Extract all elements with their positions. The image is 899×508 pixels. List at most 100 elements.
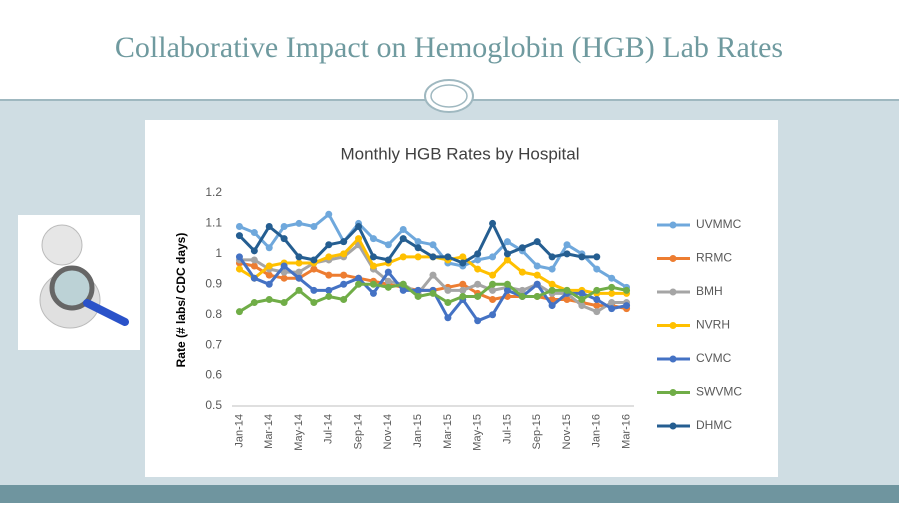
legend-marker (669, 288, 677, 296)
y-tick-label: 0.6 (205, 368, 222, 382)
data-point (355, 280, 363, 288)
x-tick-label: May-14 (293, 414, 305, 451)
legend-label: DHMC (696, 418, 732, 432)
data-point (429, 271, 437, 279)
data-point (459, 286, 467, 294)
data-point (533, 238, 541, 246)
y-tick-label: 0.7 (205, 337, 222, 351)
data-point (369, 235, 377, 243)
data-point (563, 241, 571, 249)
data-point (340, 280, 348, 288)
data-point (474, 265, 482, 273)
data-point (369, 280, 377, 288)
data-point (280, 274, 288, 282)
data-point (384, 256, 392, 264)
data-point (310, 265, 318, 273)
legend-label: NVRH (696, 318, 730, 332)
legend-label: CVMC (696, 351, 732, 365)
data-point (265, 280, 273, 288)
data-point (295, 259, 303, 267)
data-point (474, 317, 482, 325)
legend-marker (669, 322, 677, 329)
magnifier (49, 265, 95, 311)
data-point (518, 292, 526, 300)
data-point (444, 286, 452, 294)
y-tick-label: 1.2 (205, 185, 222, 199)
data-point (355, 235, 363, 243)
data-point (265, 222, 273, 230)
data-point (295, 274, 303, 282)
data-point (503, 256, 511, 264)
data-point (265, 262, 273, 270)
data-point (489, 311, 497, 319)
x-tick-label: Jan-16 (591, 414, 603, 448)
data-point (399, 226, 407, 234)
data-point (310, 286, 318, 294)
data-point (489, 280, 497, 288)
data-point (623, 286, 631, 294)
x-tick-label: Mar-16 (620, 414, 632, 449)
data-point (593, 253, 601, 261)
data-point (474, 256, 482, 264)
data-point (518, 286, 526, 294)
data-point (384, 241, 392, 249)
data-point (280, 262, 288, 270)
data-point (489, 286, 497, 294)
data-point (325, 253, 333, 261)
data-point (533, 271, 541, 279)
data-point (608, 289, 616, 297)
x-tick-label: May-15 (472, 414, 484, 451)
data-point (325, 286, 333, 294)
data-point (474, 250, 482, 258)
data-point (518, 244, 526, 252)
data-point (548, 253, 556, 261)
data-point (429, 253, 437, 261)
data-point (459, 292, 467, 300)
x-tick-label: Sep-14 (352, 414, 364, 449)
x-tick-label: Jan-14 (233, 414, 245, 448)
data-point (533, 262, 541, 270)
data-point (459, 253, 467, 261)
data-point (414, 292, 422, 300)
data-point (235, 308, 243, 316)
data-point (474, 280, 482, 288)
data-point (250, 274, 258, 282)
data-point (235, 232, 243, 240)
data-point (414, 244, 422, 252)
data-point (399, 280, 407, 288)
data-point (608, 283, 616, 291)
data-point (295, 268, 303, 276)
ornament-inner (430, 84, 468, 108)
data-point (489, 253, 497, 261)
data-point (369, 289, 377, 297)
illustration (18, 215, 140, 350)
data-point (310, 222, 318, 230)
data-point (250, 262, 258, 270)
data-point (325, 271, 333, 279)
x-tick-label: Mar-15 (442, 414, 454, 449)
data-point (310, 299, 318, 307)
data-point (340, 250, 348, 258)
data-point (608, 299, 616, 307)
data-point (384, 268, 392, 276)
data-point (355, 274, 363, 282)
data-point (280, 235, 288, 243)
data-point (250, 229, 258, 237)
data-point (578, 302, 586, 310)
legend-label: UVMMC (696, 217, 742, 231)
data-point (325, 292, 333, 300)
chart-title: Monthly HGB Rates by Hospital (340, 144, 579, 163)
data-point (489, 219, 497, 227)
data-point (399, 286, 407, 294)
data-point (578, 289, 586, 297)
data-point (429, 289, 437, 297)
data-point (623, 302, 631, 310)
data-point (340, 296, 348, 303)
data-point (325, 210, 333, 218)
legend-marker (669, 355, 677, 363)
data-point (578, 253, 586, 261)
data-point (593, 286, 601, 294)
data-point (384, 277, 392, 285)
data-point (355, 222, 363, 230)
